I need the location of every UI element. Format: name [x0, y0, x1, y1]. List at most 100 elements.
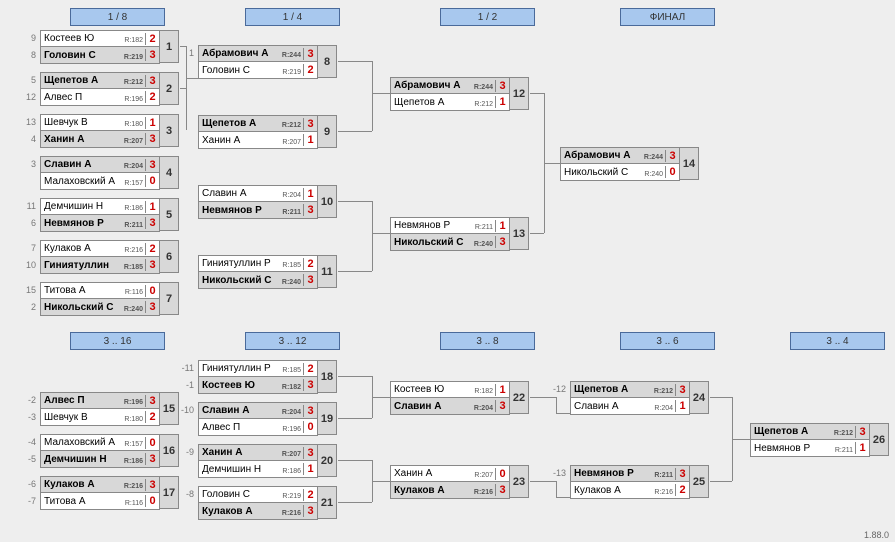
- player-rating: R:240: [282, 279, 303, 286]
- player-name: Славин А: [199, 188, 282, 199]
- player-name: Гиниятуллин Р: [199, 258, 282, 269]
- match-number: 22: [509, 381, 529, 414]
- player-row: Головин СR:2192: [199, 62, 317, 78]
- player-score: 0: [145, 437, 159, 449]
- player-score: 3: [145, 75, 159, 87]
- match-number: 16: [159, 434, 179, 467]
- player-rating: R:204: [282, 409, 303, 416]
- match: Невмянов РR:2113Кулаков АR:2162: [570, 465, 690, 499]
- match-number: 9: [317, 115, 337, 148]
- player-rating: R:116: [125, 289, 145, 296]
- player-row: Демчишин НR:1863: [41, 451, 159, 467]
- bracket-line: [530, 397, 556, 398]
- player-name: Ханин А: [199, 447, 282, 458]
- bracket-line: [338, 131, 372, 132]
- round-header: 3 .. 6: [620, 332, 715, 350]
- player-rating: R:211: [835, 447, 855, 454]
- player-score: 2: [303, 64, 317, 76]
- player-row: Абрамович АR:2443: [561, 148, 679, 164]
- player-rating: R:240: [644, 171, 665, 178]
- round-header: 1 / 4: [245, 8, 340, 26]
- seed-number: 10: [22, 260, 36, 270]
- player-rating: R:182: [124, 37, 145, 44]
- seed-number: 6: [22, 218, 36, 228]
- round-header: 1 / 2: [440, 8, 535, 26]
- player-rating: R:240: [124, 306, 145, 313]
- player-score: 2: [145, 411, 159, 423]
- player-row: Гиниятуллин РR:1852: [199, 256, 317, 272]
- match: Славин АR:2041Невмянов РR:2113: [198, 185, 318, 219]
- player-score: 3: [145, 479, 159, 491]
- player-name: Абрамович А: [199, 48, 282, 59]
- player-score: 3: [495, 400, 509, 412]
- player-score: 3: [495, 484, 509, 496]
- player-rating: R:207: [282, 139, 303, 146]
- player-score: 3: [145, 301, 159, 313]
- bracket-line: [732, 397, 733, 439]
- player-name: Славин А: [199, 405, 282, 416]
- bracket-line: [338, 376, 372, 377]
- match-number: 10: [317, 185, 337, 218]
- player-score: 3: [303, 447, 317, 459]
- bracket-line: [556, 397, 557, 413]
- player-score: 2: [145, 91, 159, 103]
- bracket-line: [710, 397, 732, 398]
- match: Алвес ПR:1963Шевчук ВR:1802: [40, 392, 160, 426]
- player-score: 2: [675, 484, 689, 496]
- player-name: Титова А: [41, 285, 125, 296]
- match: Шевчук ВR:1801Ханин АR:2073: [40, 114, 160, 148]
- seed-number: 1: [180, 48, 194, 58]
- player-rating: R:186: [124, 205, 145, 212]
- player-row: Щепетов АR:2123: [41, 73, 159, 89]
- match-number: 12: [509, 77, 529, 110]
- seed-number: -2: [22, 395, 36, 405]
- player-row: Титова АR:1160: [41, 283, 159, 299]
- player-score: 3: [665, 150, 679, 162]
- match: Щепетов АR:2123Невмянов РR:2111: [750, 423, 870, 457]
- player-name: Кулаков А: [41, 479, 124, 490]
- bracket-line: [372, 397, 373, 418]
- player-row: Демчишин НR:1861: [41, 199, 159, 215]
- player-rating: R:204: [282, 192, 303, 199]
- player-name: Костеев Ю: [391, 384, 474, 395]
- player-row: Славин АR:2043: [199, 403, 317, 419]
- player-row: Малаховский АR:1570: [41, 173, 159, 189]
- player-name: Кулаков А: [391, 485, 474, 496]
- player-name: Гиниятуллин Р: [199, 363, 282, 374]
- bracket-line: [186, 78, 198, 79]
- bracket-line: [338, 201, 372, 202]
- player-score: 1: [495, 384, 509, 396]
- player-rating: R:219: [124, 54, 145, 61]
- player-rating: R:182: [282, 384, 303, 391]
- player-score: 3: [145, 49, 159, 61]
- bracket-line: [372, 233, 373, 271]
- round-header: 3 .. 4: [790, 332, 885, 350]
- player-row: Кулаков АR:2162: [571, 482, 689, 498]
- player-score: 3: [303, 274, 317, 286]
- match: Абрамович АR:2443Никольский СR:2400: [560, 147, 680, 181]
- player-rating: R:216: [654, 489, 675, 496]
- player-row: Невмянов РR:2111: [391, 218, 509, 234]
- player-rating: R:219: [282, 69, 303, 76]
- player-score: 3: [145, 395, 159, 407]
- player-score: 3: [855, 426, 869, 438]
- match: Щепетов АR:2123Ханин АR:2071: [198, 115, 318, 149]
- player-name: Славин А: [571, 401, 654, 412]
- player-rating: R:182: [474, 388, 495, 395]
- match: Малаховский АR:1570Демчишин НR:1863: [40, 434, 160, 468]
- player-row: Никольский СR:2400: [561, 164, 679, 180]
- player-score: 3: [495, 236, 509, 248]
- player-rating: R:212: [654, 388, 675, 395]
- seed-number: -10: [180, 405, 194, 415]
- player-row: Щепетов АR:2123: [199, 116, 317, 132]
- match: Абрамович АR:2443Щепетов АR:2121: [390, 77, 510, 111]
- player-row: Алвес ПR:1962: [41, 89, 159, 105]
- player-row: Костеев ЮR:1823: [199, 377, 317, 393]
- bracket-line: [710, 481, 732, 482]
- player-name: Алвес П: [41, 395, 124, 406]
- seed-number: -7: [22, 496, 36, 506]
- player-row: Кулаков АR:2163: [391, 482, 509, 498]
- player-score: 1: [303, 188, 317, 200]
- player-name: Алвес П: [199, 422, 282, 433]
- player-row: Щепетов АR:2123: [571, 382, 689, 398]
